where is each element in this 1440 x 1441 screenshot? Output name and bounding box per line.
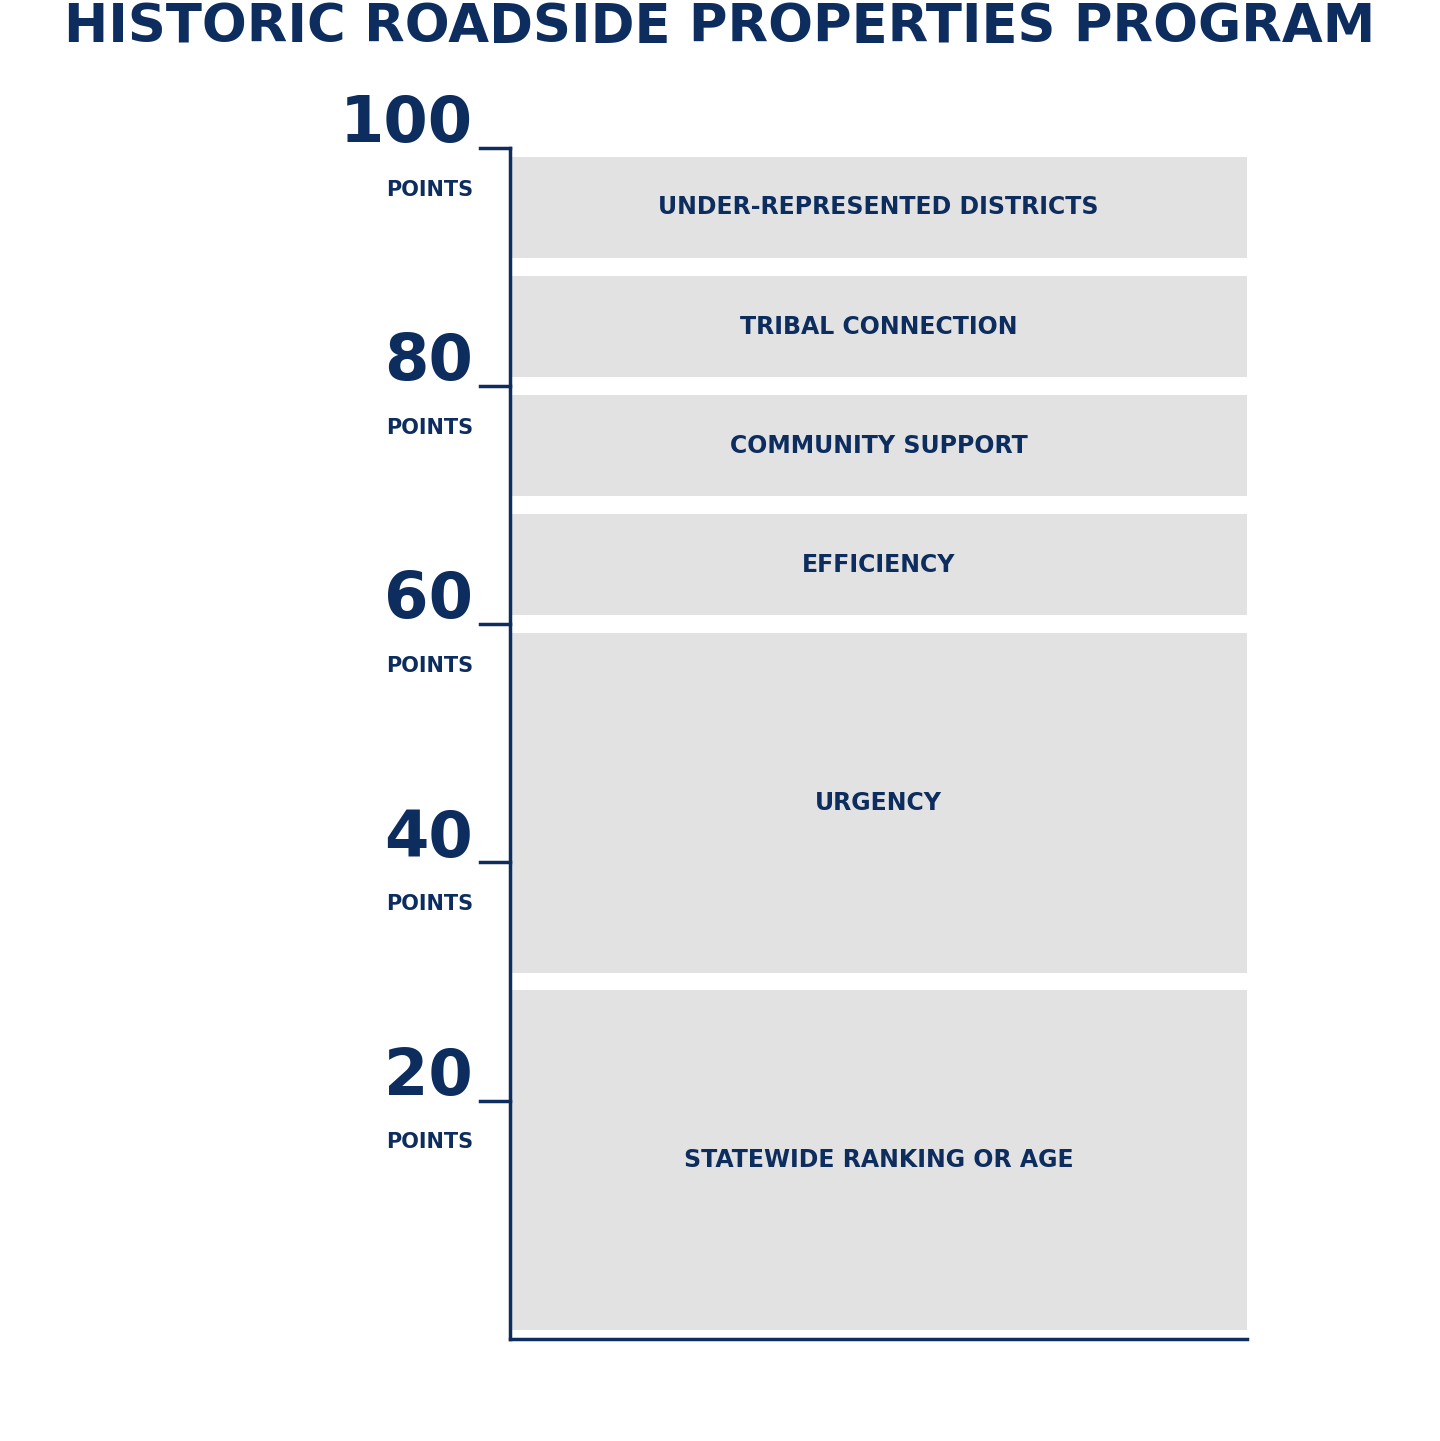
Text: 20: 20 xyxy=(384,1046,474,1108)
Text: 60: 60 xyxy=(384,569,474,631)
FancyBboxPatch shape xyxy=(510,633,1247,973)
FancyBboxPatch shape xyxy=(510,990,1247,1330)
Text: POINTS: POINTS xyxy=(386,1133,474,1153)
Text: EFFICIENCY: EFFICIENCY xyxy=(802,553,955,576)
FancyBboxPatch shape xyxy=(510,395,1247,496)
Text: UNDER-REPRESENTED DISTRICTS: UNDER-REPRESENTED DISTRICTS xyxy=(658,196,1099,219)
Text: 100: 100 xyxy=(340,94,474,156)
Text: STATEWIDE RANKING OR AGE: STATEWIDE RANKING OR AGE xyxy=(684,1148,1073,1172)
Text: TRIBAL CONNECTION: TRIBAL CONNECTION xyxy=(740,314,1017,339)
Text: HISTORIC ROADSIDE PROPERTIES PROGRAM: HISTORIC ROADSIDE PROPERTIES PROGRAM xyxy=(65,0,1375,53)
Text: POINTS: POINTS xyxy=(386,180,474,200)
Text: POINTS: POINTS xyxy=(386,418,474,438)
Text: COMMUNITY SUPPORT: COMMUNITY SUPPORT xyxy=(730,434,1027,458)
Text: URGENCY: URGENCY xyxy=(815,791,942,816)
Text: 80: 80 xyxy=(384,331,474,393)
FancyBboxPatch shape xyxy=(510,514,1247,615)
FancyBboxPatch shape xyxy=(510,157,1247,258)
FancyBboxPatch shape xyxy=(510,277,1247,378)
Text: POINTS: POINTS xyxy=(386,893,474,914)
Text: POINTS: POINTS xyxy=(386,656,474,676)
Text: 40: 40 xyxy=(384,807,474,869)
